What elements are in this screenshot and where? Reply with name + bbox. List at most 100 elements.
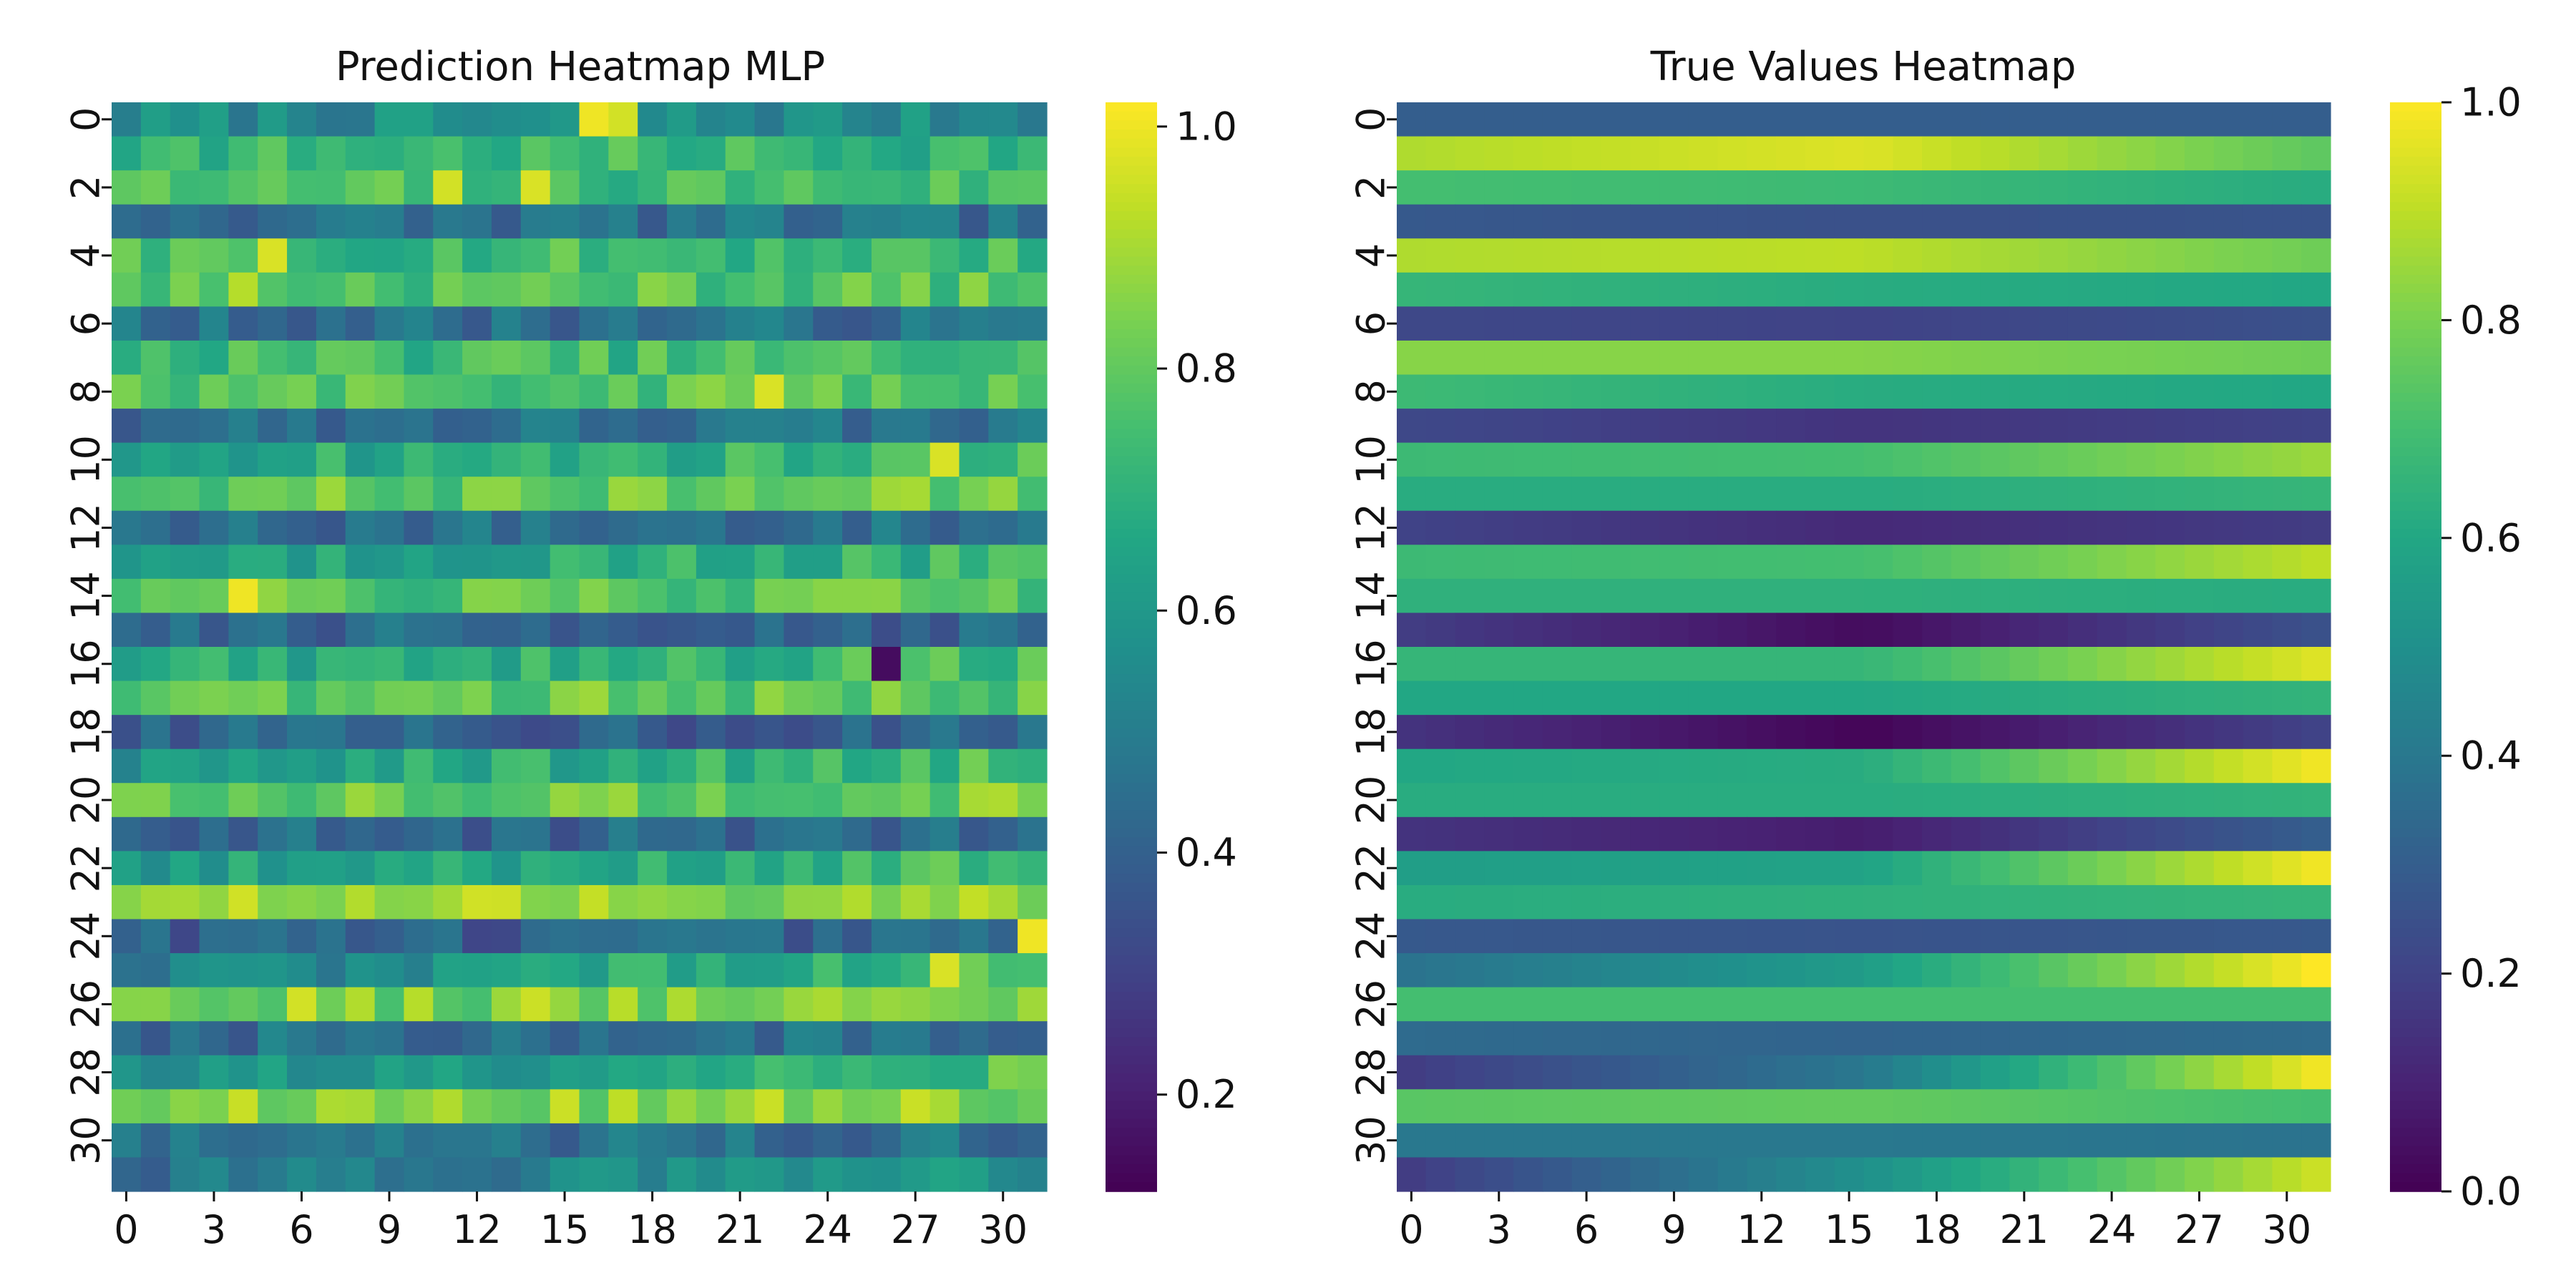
prediction-cell [345,306,376,341]
true-values-cell [1513,306,1543,341]
prediction-cell [725,102,756,137]
true-values-cell [2039,102,2069,137]
true-values-cell [1397,1089,1427,1124]
prediction-cell [1018,409,1048,444]
true-values-cell [2155,715,2185,750]
prediction-cell [491,715,522,750]
true-values-cell [2097,170,2127,205]
prediction-colorbar-segment [1106,874,1157,884]
prediction-cell [930,272,960,307]
prediction-cell [404,748,434,784]
true-values-cell [1425,680,1456,716]
true-values-cell [2067,919,2098,954]
true-values-colorbar-segment [2390,229,2441,240]
prediction-cell [638,987,668,1022]
true-values-cell [1455,340,1485,376]
true-values-cell [2126,238,2156,273]
true-values-cell [1834,884,1865,920]
true-values-cell [1513,919,1543,954]
prediction-cell [725,170,756,205]
true-values-cell [2243,715,2273,750]
true-values-colorbar-segment [2390,392,2441,403]
prediction-cell [433,340,463,376]
prediction-x-tick-label: 12 [452,1207,502,1252]
true-values-cell [1659,102,1689,137]
prediction-colorbar-segment [1106,184,1157,194]
true-values-cell [1863,170,1893,205]
prediction-cell [316,1123,346,1158]
prediction-cell [725,748,756,784]
prediction-cell [316,1021,346,1056]
prediction-cell [900,442,931,477]
prediction-cell [462,715,492,750]
prediction-cell [959,477,989,512]
prediction-cell [228,136,258,171]
prediction-colorbar-segment [1106,719,1157,729]
true-values-cell [2213,748,2244,784]
true-values-colorbar-segment [2390,1037,2441,1047]
true-values-colorbar-segment [2390,847,2441,857]
true-values-cell [2097,1055,2127,1090]
prediction-cell [170,647,200,682]
prediction-cell [608,1055,638,1090]
true-values-cell [1717,953,1747,988]
prediction-cell [930,1055,960,1090]
true-values-cell [1863,578,1893,614]
prediction-cell [667,680,697,716]
true-values-cell [1659,306,1689,341]
true-values-cell [1397,272,1427,307]
true-values-cell [1805,647,1835,682]
true-values-cell [2272,919,2302,954]
true-values-cell [1425,578,1456,614]
prediction-colorbar-segment [1106,728,1157,738]
true-values-cell [2185,987,2215,1022]
prediction-cell [170,1089,200,1124]
prediction-colorbar-segment [1106,619,1157,630]
true-values-cell [1717,409,1747,444]
prediction-cell [784,919,814,954]
true-values-colorbar-segment [2390,1109,2441,1120]
true-values-cell [1893,204,1923,239]
prediction-colorbar-segment [1106,293,1157,303]
prediction-cell [462,510,492,545]
prediction-cell [287,1089,317,1124]
prediction-cell [491,1157,522,1192]
prediction-cell [462,409,492,444]
true-values-cell [1922,987,1952,1022]
true-values-cell [1717,204,1747,239]
prediction-colorbar-segment [1106,1091,1157,1101]
true-values-cell [1893,340,1923,376]
prediction-cell [433,715,463,750]
true-values-colorbar-segment [2390,583,2441,593]
true-values-cell [1980,816,2011,852]
prediction-cell [374,783,405,818]
true-values-cell [1747,919,1777,954]
prediction-cell [199,715,229,750]
prediction-cell [112,987,142,1022]
true-values-colorbar-segment [2390,519,2441,530]
true-values-cell [2185,1157,2215,1192]
true-values-colorbar-segment [2390,1046,2441,1056]
prediction-cell [696,409,726,444]
true-values-cell [2272,851,2302,886]
prediction-colorbar-segment [1106,1109,1157,1120]
prediction-cell [667,578,697,614]
prediction-cell [667,884,697,920]
true-values-cell [1601,748,1631,784]
prediction-cell [871,816,902,852]
true-values-colorbar-segment [2390,1064,2441,1074]
prediction-cell [112,647,142,682]
prediction-cell [988,1157,1018,1192]
prediction-cell [871,510,902,545]
prediction-cell [316,136,346,171]
prediction-cell [170,884,200,920]
prediction-cell [462,238,492,273]
true-values-cell [1571,1157,1602,1192]
prediction-cell [959,613,989,648]
prediction-heatmap-panel: Prediction Heatmap MLP 0 3 6 9 12 15 18 21 24 27 3… [64,44,1237,1252]
prediction-cell [988,306,1018,341]
prediction-cell [608,238,638,273]
true-values-cell [2155,1055,2185,1090]
true-values-cell [2039,442,2069,477]
